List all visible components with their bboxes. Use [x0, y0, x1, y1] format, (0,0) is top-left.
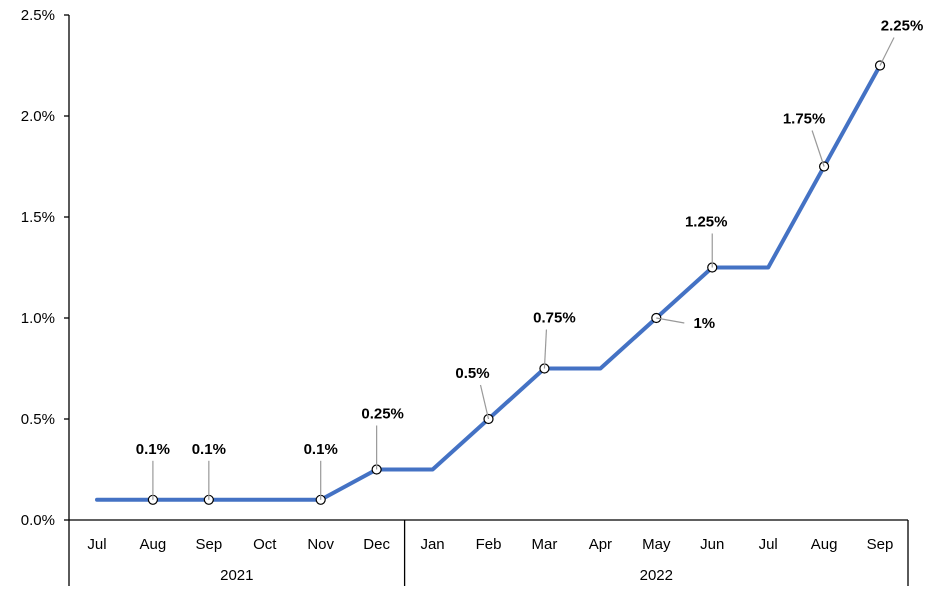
y-tick-label: 2.0% — [21, 108, 55, 125]
y-tick-label: 0.0% — [21, 512, 55, 529]
leader-line — [479, 384, 490, 420]
data-label: 0.5% — [455, 365, 489, 382]
leader-line — [811, 130, 825, 167]
data-label: 1.25% — [685, 214, 728, 231]
x-tick-label: Apr — [589, 536, 612, 553]
x-tick-label: Jun — [700, 536, 724, 553]
data-label: 2.25% — [881, 18, 924, 35]
y-tick-label: 1.5% — [21, 209, 55, 226]
y-tick-label: 0.5% — [21, 411, 55, 428]
x-axis-ticks: Jul Aug Sep Oct Nov Dec Jan Feb Mar Apr May Jun Jul A… — [87, 536, 893, 553]
data-label: 0.1% — [192, 441, 226, 458]
data-label: 0.1% — [304, 441, 338, 458]
data-label: 0.75% — [533, 310, 576, 327]
leader-line — [543, 329, 548, 369]
x-tick-label: Jul — [759, 536, 778, 553]
x-tick-label: Oct — [253, 536, 277, 553]
y-tick-label: 2.5% — [21, 7, 55, 24]
leader-line — [656, 317, 685, 324]
x-tick-label: Jan — [420, 536, 444, 553]
data-label: 1.75% — [783, 111, 826, 128]
axes — [68, 15, 908, 521]
leader-line — [879, 37, 895, 66]
x-tick-label: Sep — [867, 536, 894, 553]
x-tick-label: May — [642, 536, 671, 553]
x-tick-label: Sep — [195, 536, 222, 553]
y-tick-label: 1.0% — [21, 310, 55, 327]
x-axis-year-groups: 2021 2022 — [68, 520, 909, 586]
x-tick-label: Nov — [307, 536, 334, 553]
data-label: 1% — [693, 315, 715, 332]
x-tick-label: Aug — [140, 536, 167, 553]
data-labels: 0.1% 0.1% 0.1% 0.25% 0.5% 0.75% 1% 1.25% 1.75% 2.… — [136, 18, 924, 500]
x-group-label: 2022 — [640, 567, 673, 584]
x-tick-label: Jul — [87, 536, 106, 553]
data-label: 0.25% — [361, 406, 404, 423]
series — [95, 60, 886, 505]
x-tick-label: Feb — [476, 536, 502, 553]
x-tick-label: Aug — [811, 536, 838, 553]
x-tick-label: Mar — [532, 536, 558, 553]
x-group-label: 2021 — [220, 567, 253, 584]
data-label: 0.1% — [136, 441, 170, 458]
series-line — [95, 63, 882, 502]
x-tick-label: Dec — [363, 536, 390, 553]
y-axis-ticks: 0.0% 0.5% 1.0% 1.5% 2.0% 2.5% — [21, 7, 69, 529]
